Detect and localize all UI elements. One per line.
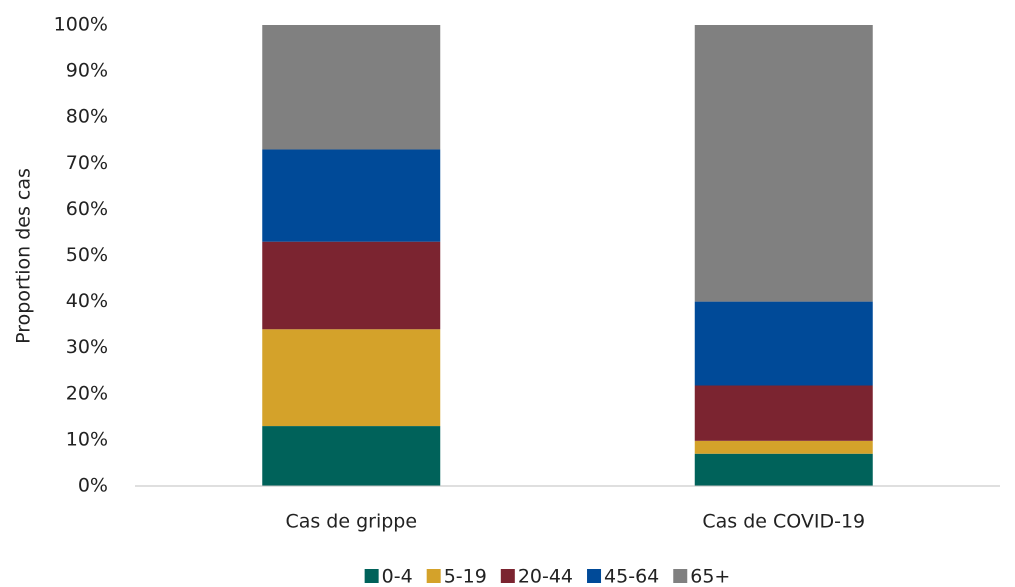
bar-segment <box>262 25 441 150</box>
y-tick-label: 20% <box>66 382 108 404</box>
bar-segment <box>694 440 873 454</box>
legend: 0-4 5-19 20-44 45-64 65+ <box>364 566 730 587</box>
y-tick-label: 70% <box>66 152 108 174</box>
bar-segment <box>262 426 441 486</box>
bar-segment <box>262 329 441 427</box>
y-tick-label: 30% <box>66 336 108 358</box>
y-axis-title: Proportion des cas <box>13 168 35 344</box>
y-tick-label: 100% <box>54 14 108 36</box>
y-tick-label: 50% <box>66 244 108 266</box>
legend-label: 0-4 <box>382 566 413 587</box>
legend-label: 45-64 <box>604 566 659 587</box>
bar-segment <box>694 385 873 441</box>
legend-label: 5-19 <box>444 566 487 587</box>
y-tick-label: 0% <box>78 475 108 497</box>
bar-segment <box>262 149 441 242</box>
bar-segment <box>694 301 873 386</box>
legend-swatch <box>673 569 688 583</box>
legend-swatch <box>500 569 515 583</box>
x-tick-label: Cas de grippe <box>285 511 417 533</box>
y-tick-label: 90% <box>66 60 108 82</box>
bar-segment <box>694 453 873 486</box>
legend-swatch <box>426 569 441 583</box>
y-tick-label: 80% <box>66 106 108 128</box>
legend-label: 20-44 <box>518 566 573 587</box>
y-tick-label: 40% <box>66 290 108 312</box>
y-tick-label: 10% <box>66 428 108 450</box>
legend-label: 65+ <box>690 566 730 587</box>
x-tick-label: Cas de COVID-19 <box>702 511 865 533</box>
y-tick-label: 60% <box>66 198 108 220</box>
legend-swatch <box>364 569 379 583</box>
bar-segment <box>262 241 441 330</box>
bar-segment <box>694 25 873 302</box>
legend-swatch <box>587 569 602 583</box>
